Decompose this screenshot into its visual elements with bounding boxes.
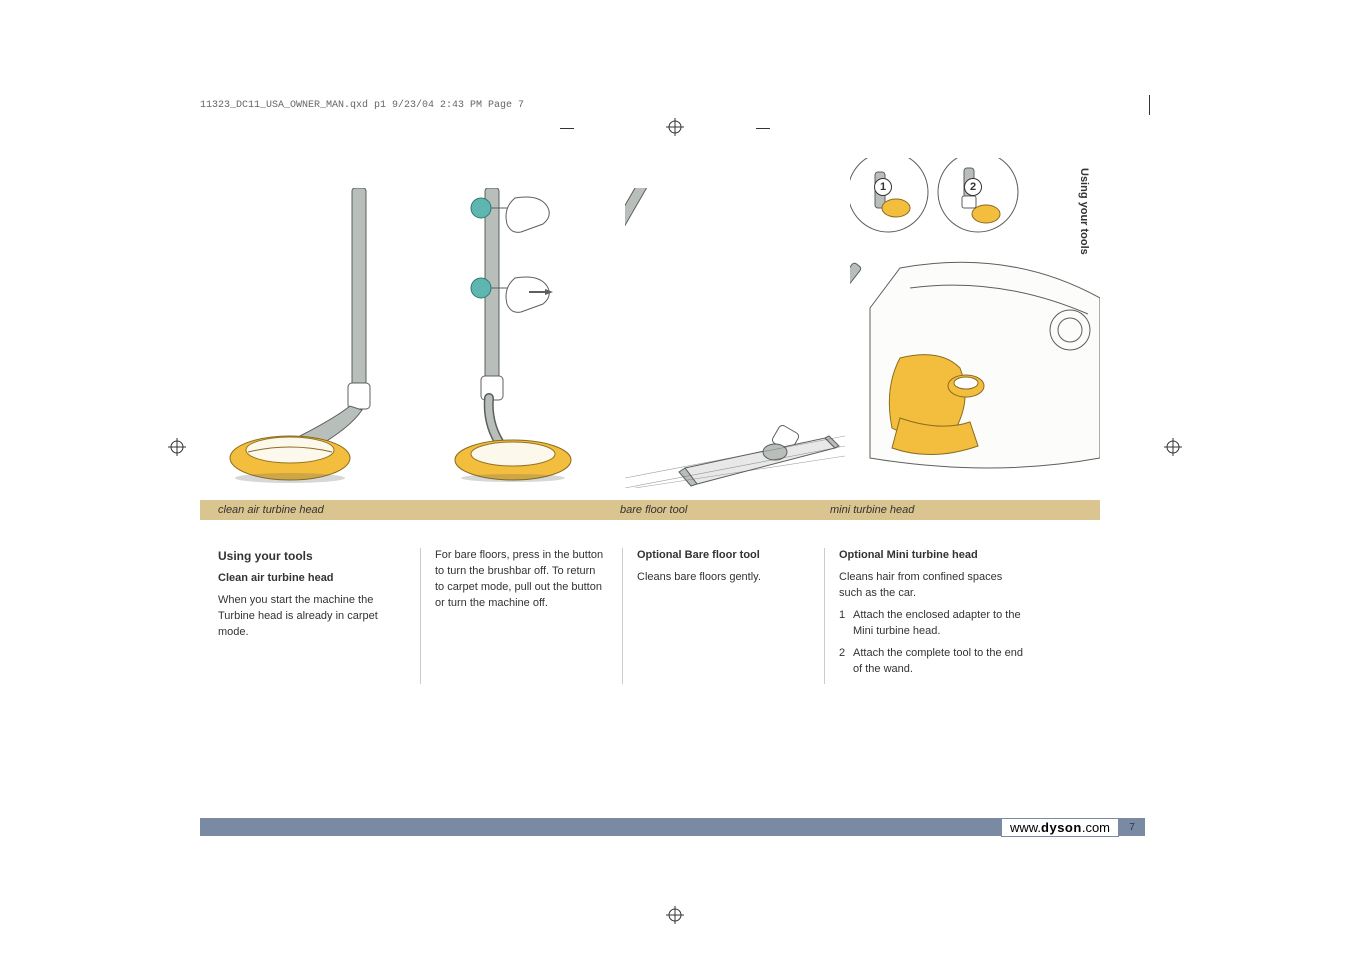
illustration-bare-floor-tool xyxy=(620,160,850,500)
column-2: For bare floors, press in the button to … xyxy=(420,548,622,684)
caption-bar: clean air turbine head bare floor tool m… xyxy=(200,500,1100,520)
page-number: 7 xyxy=(1119,822,1145,833)
illustration-turbine-head xyxy=(200,160,420,500)
footer-url-prefix: www. xyxy=(1010,820,1041,835)
trim-mark xyxy=(1149,95,1150,115)
footer-url-brand: dyson xyxy=(1041,820,1082,835)
page-content: 1 2 clean air turbine head bare floor to… xyxy=(200,160,1100,860)
step-2: 2Attach the complete tool to the end of … xyxy=(839,646,1028,678)
footer-bar: www.dyson.com 7 xyxy=(200,818,1145,836)
footer-url-suffix: .com xyxy=(1082,820,1110,835)
step-1-text: Attach the enclosed adapter to the Mini … xyxy=(853,608,1028,640)
step-2-text: Attach the complete tool to the end of t… xyxy=(853,646,1028,678)
body-text-columns: Using your tools Clean air turbine head … xyxy=(218,548,1088,684)
col1-subhead: Clean air turbine head xyxy=(218,572,334,584)
caption-mini-turbine: mini turbine head xyxy=(830,504,1100,516)
section-title: Using your tools xyxy=(218,548,404,565)
column-1: Using your tools Clean air turbine head … xyxy=(218,548,420,684)
caption-turbine: clean air turbine head xyxy=(200,504,620,516)
registration-mark-icon xyxy=(168,438,186,456)
col2-body: For bare floors, press in the button to … xyxy=(435,548,606,612)
step-1: 1Attach the enclosed adapter to the Mini… xyxy=(839,608,1028,640)
footer-url: www.dyson.com xyxy=(1001,818,1119,837)
illustration-row: 1 2 xyxy=(200,160,1100,500)
illustration-turbine-head-detail xyxy=(420,160,620,500)
callout-badge-2: 2 xyxy=(964,178,982,196)
col4-subhead: Optional Mini turbine head xyxy=(839,549,978,561)
trim-mark xyxy=(756,128,770,129)
callout-badge-1: 1 xyxy=(874,178,892,196)
col4-body: Cleans hair from confined spaces such as… xyxy=(839,570,1028,602)
registration-mark-icon xyxy=(1164,438,1182,456)
registration-mark-icon xyxy=(666,118,684,136)
column-4: Optional Mini turbine head Cleans hair f… xyxy=(824,548,1044,684)
illustration-mini-turbine: 1 2 xyxy=(850,160,1100,500)
col3-body: Cleans bare floors gently. xyxy=(637,570,808,586)
step-1-number: 1 xyxy=(839,608,853,640)
caption-bare-floor: bare floor tool xyxy=(620,504,830,516)
step-2-number: 2 xyxy=(839,646,853,678)
column-3: Optional Bare floor tool Cleans bare flo… xyxy=(622,548,824,684)
print-proof-header: 11323_DC11_USA_OWNER_MAN.qxd p1 9/23/04 … xyxy=(200,100,524,111)
trim-mark xyxy=(560,128,574,129)
registration-mark-icon xyxy=(666,906,684,924)
col3-subhead: Optional Bare floor tool xyxy=(637,549,760,561)
col1-body: When you start the machine the Turbine h… xyxy=(218,593,404,641)
